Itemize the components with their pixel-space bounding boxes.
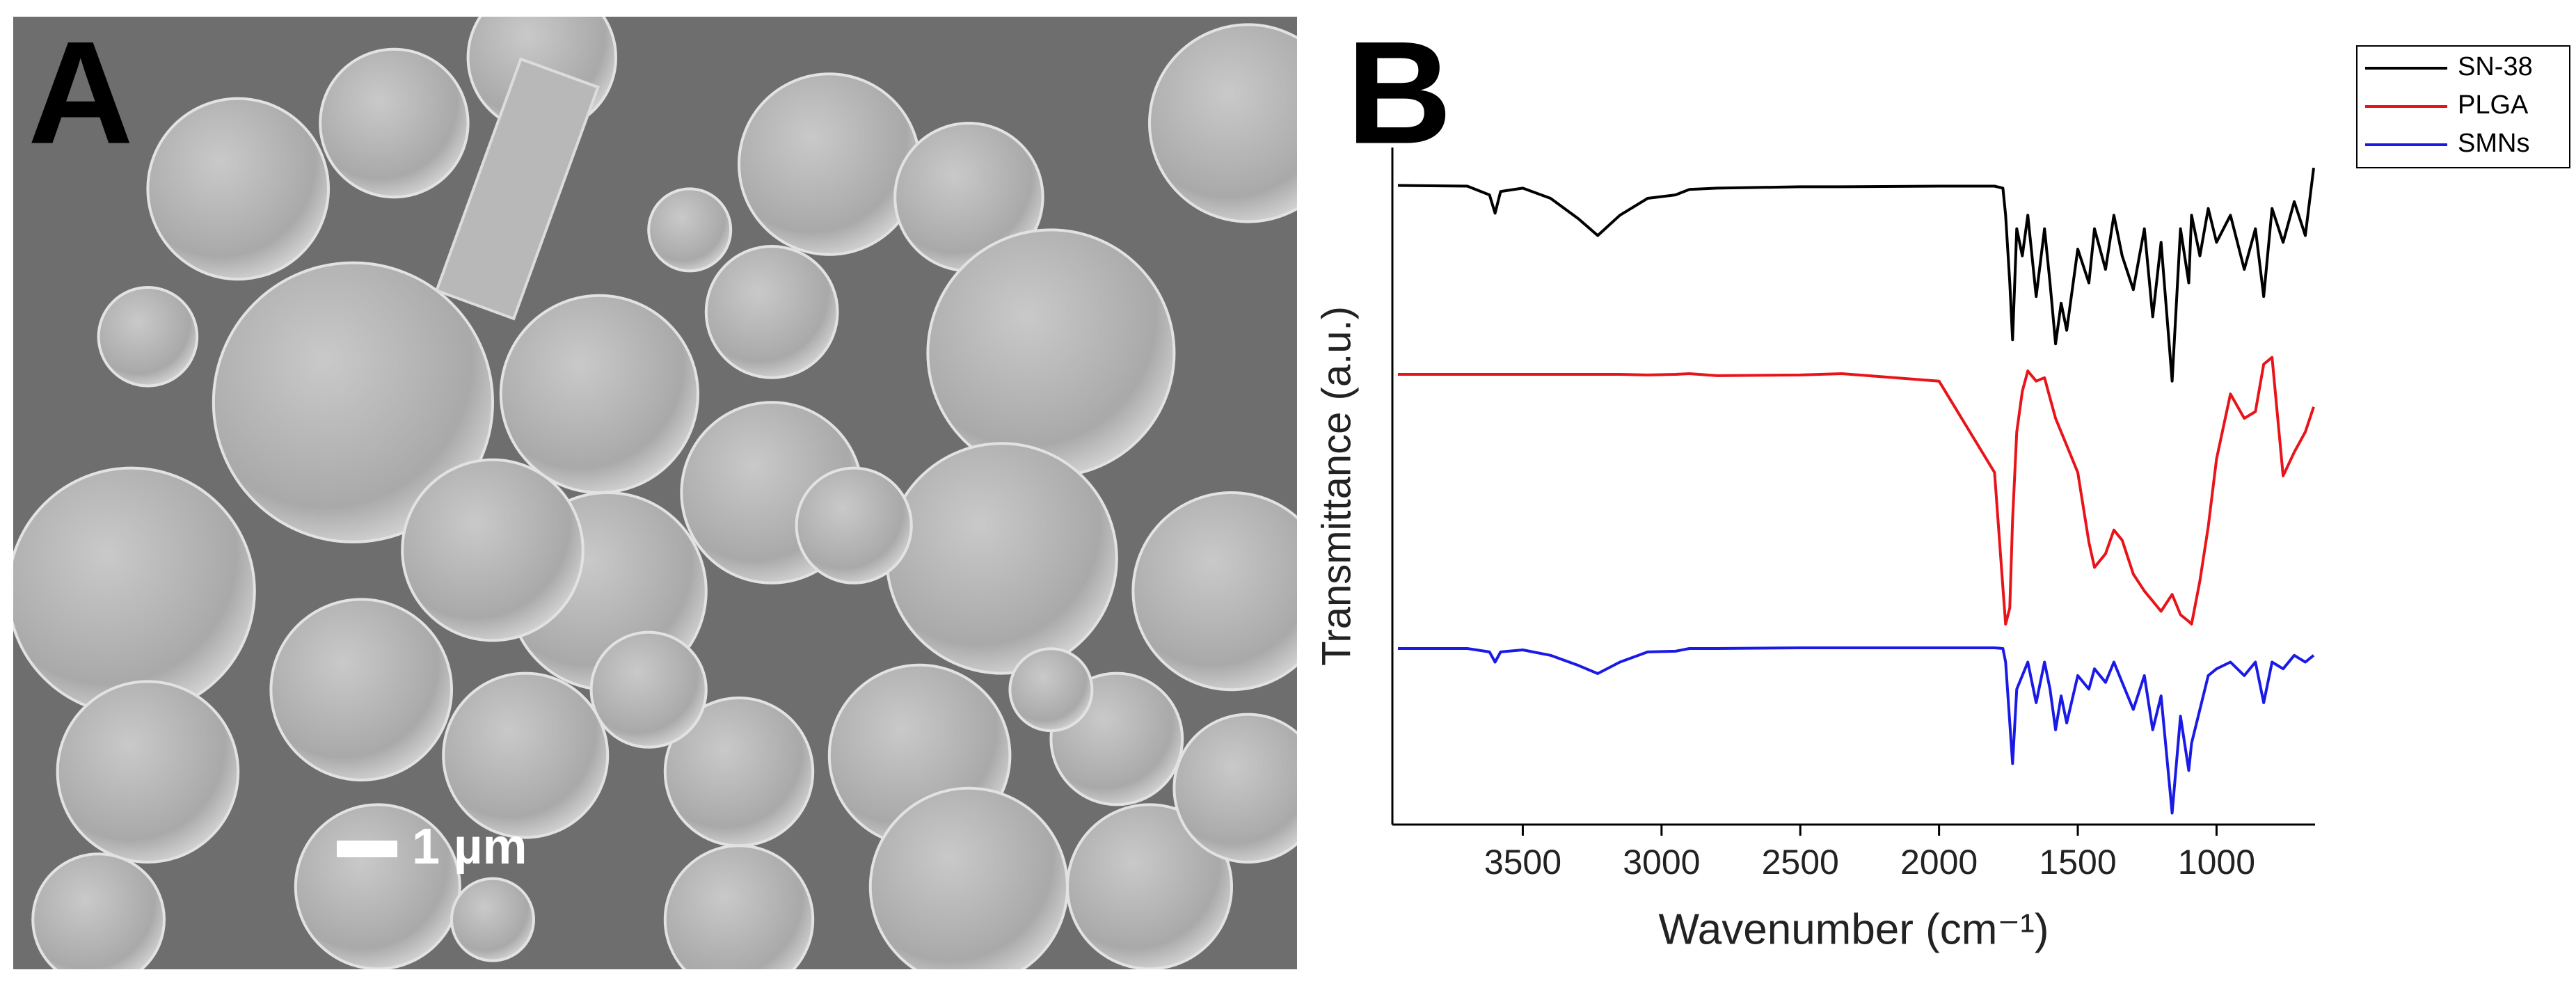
legend-label: SMNs	[2458, 129, 2529, 158]
particle	[1131, 491, 1297, 692]
x-tick-label: 2500	[1762, 843, 1839, 882]
particle	[1066, 803, 1233, 969]
particle	[647, 187, 733, 273]
spectrum-line	[1397, 167, 2315, 383]
particle	[31, 852, 166, 969]
particle	[212, 261, 494, 543]
particle	[13, 466, 256, 716]
x-tick-label: 3000	[1623, 843, 1700, 882]
particle	[1172, 713, 1297, 864]
particle	[885, 442, 1118, 675]
particle	[499, 294, 700, 495]
particle	[319, 47, 470, 199]
x-tick-label: 3500	[1484, 843, 1561, 882]
crystal	[434, 57, 600, 321]
x-tick-label: 1500	[2039, 843, 2116, 882]
legend-label: SN-38	[2458, 52, 2533, 81]
spectrum-line	[1398, 356, 2315, 626]
particle	[294, 803, 461, 969]
sem-image	[13, 17, 1297, 969]
particle	[1148, 23, 1297, 223]
particle	[795, 466, 913, 585]
particle	[868, 786, 1069, 969]
particle	[1008, 647, 1094, 733]
particle	[442, 671, 610, 839]
x-tick-label: 1000	[2178, 843, 2255, 882]
particle	[926, 228, 1176, 478]
scale-bar-label: 1 µm	[412, 819, 527, 875]
panel-label: A	[28, 10, 134, 174]
particle	[146, 97, 331, 281]
scale-bar	[337, 841, 397, 857]
y-axis-title: Transmittance (a.u.)	[1314, 306, 1359, 666]
panel-label: B	[1346, 10, 1452, 174]
particle	[704, 245, 839, 379]
particle	[97, 286, 199, 388]
plot: 3500 3000 2500 2000 1500 1000 Wavenumber (cm⁻¹…	[1314, 148, 2315, 953]
legend: SN-38 PLGA SMNs	[2356, 45, 2570, 168]
particle	[56, 680, 240, 864]
particle	[589, 630, 708, 749]
particle	[738, 72, 921, 256]
legend-label: PLGA	[2458, 90, 2529, 120]
particle	[663, 844, 815, 969]
spectrum-line	[1398, 646, 2315, 815]
particle	[269, 598, 454, 782]
x-axis-title: Wavenumber (cm⁻¹)	[1659, 905, 2049, 953]
particle	[450, 877, 535, 962]
particle	[401, 458, 585, 642]
x-tick-label: 2000	[1900, 843, 1978, 882]
